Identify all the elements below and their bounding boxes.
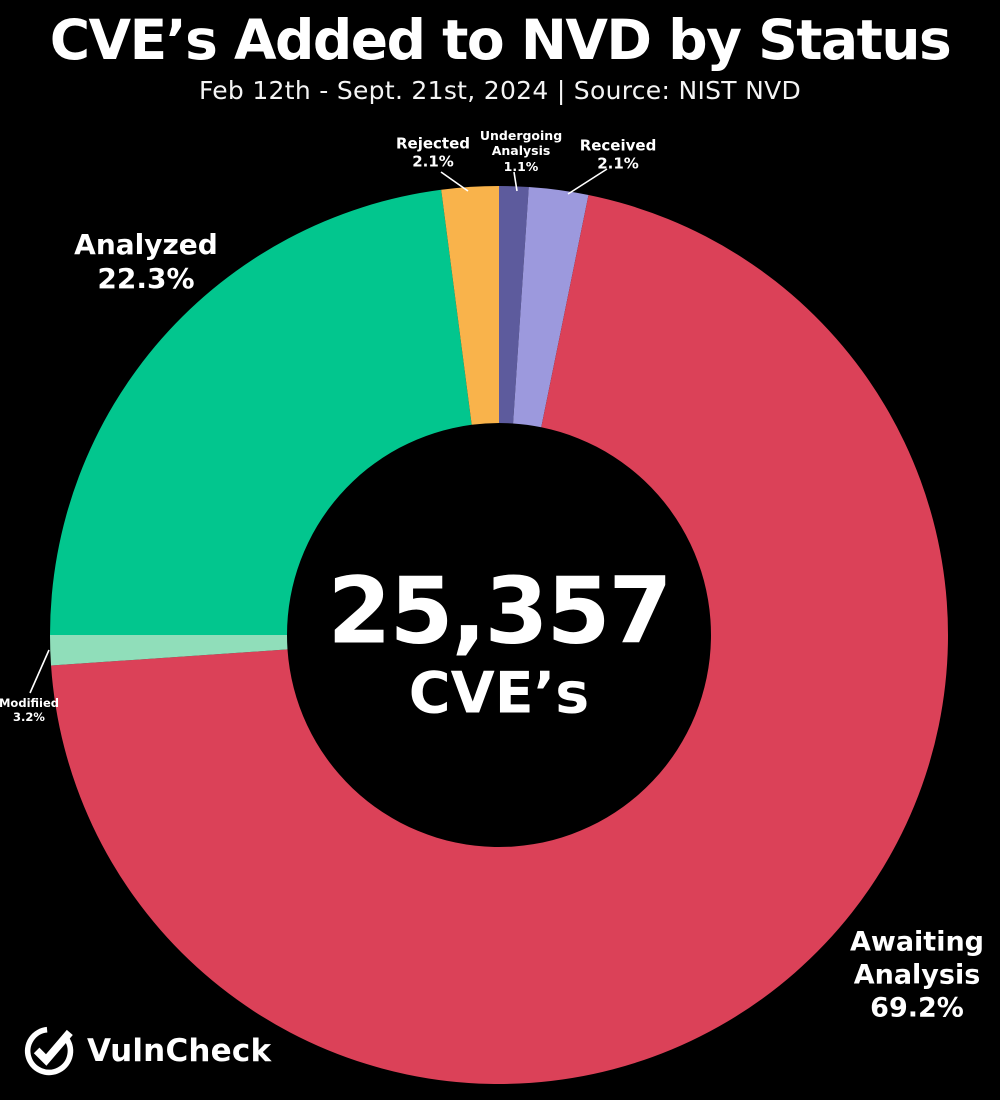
slice-label-pct: 22.3%	[97, 262, 195, 295]
slice-label-analyzed: Analyzed 22.3%	[74, 228, 218, 296]
slice-label-name: Modifiied	[0, 695, 60, 710]
donut-slice-awaiting-analysis	[51, 195, 949, 1085]
donut-slice-analyzed	[50, 189, 472, 635]
donut-slice-received	[513, 186, 589, 428]
donut-slice-rejected	[441, 186, 499, 425]
donut-center-total: 25,357 CVE’s	[327, 557, 672, 727]
slice-label-received: Received 2.1%	[580, 137, 657, 174]
slice-label-pct: 1.1%	[503, 158, 539, 174]
donut-slice-modified	[50, 635, 288, 666]
slice-label-name: Analyzed	[74, 227, 218, 261]
leader-line-rejected	[440, 171, 469, 192]
slice-label-pct: 2.1%	[412, 153, 454, 171]
total-unit: CVE’s	[408, 660, 590, 727]
slice-label-name: Received	[579, 136, 657, 155]
slice-label-name: Rejected	[395, 134, 471, 153]
slice-label-undergoing-analysis: Undergoing Analysis 1.1%	[477, 128, 565, 174]
slice-label-awaiting-analysis: Awaiting Analysis 69.2%	[847, 927, 987, 1026]
brand-logo: VulnCheck	[22, 1024, 271, 1078]
slice-label-name: Awaiting Analysis	[849, 926, 985, 991]
brand-name: VulnCheck	[87, 1033, 272, 1069]
slice-label-pct: 3.2%	[13, 710, 45, 724]
leader-line-received	[567, 168, 608, 195]
page-title: CVE’s Added to NVD by Status	[49, 8, 952, 72]
slice-label-name: Undergoing Analysis	[479, 128, 563, 159]
slice-label-pct: 69.2%	[870, 992, 964, 1024]
vulncheck-circle-check-icon	[24, 1026, 74, 1076]
slice-label-pct: 2.1%	[597, 155, 639, 173]
page-subtitle: Feb 12th - Sept. 21st, 2024 | Source: NI…	[198, 75, 802, 105]
donut-slice-undergoing-analysis	[499, 186, 529, 424]
leader-line-undergoing-analysis	[513, 171, 518, 192]
slice-label-rejected: Rejected 2.1%	[396, 135, 470, 172]
total-value: 25,357	[327, 557, 672, 665]
slice-label-modified: Modifiied 3.2%	[0, 696, 59, 724]
leader-line-modified	[29, 649, 50, 694]
